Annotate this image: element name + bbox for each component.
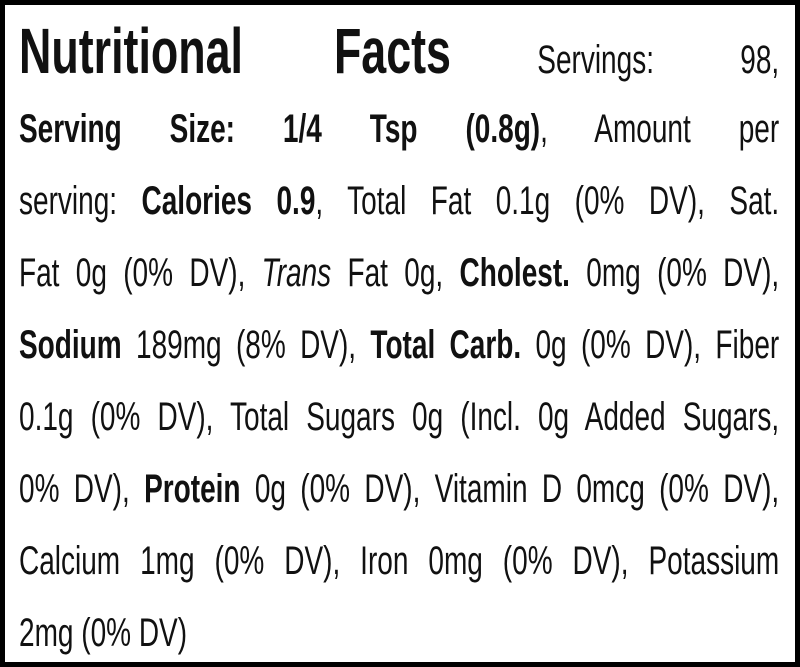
text: , Amount per <box>540 107 780 151</box>
text: , Total Fat 0.1g (0% DV), Sat. <box>315 179 780 223</box>
line: 0% DV), Protein 0g (0% DV), Vitamin D 0m… <box>19 453 779 525</box>
line: Nutritional Facts Servings: 98, <box>19 9 779 93</box>
text: Calcium 1mg (0% DV), Iron 0mg (0% DV), P… <box>19 539 780 583</box>
text: 2mg (0% DV) <box>19 611 188 655</box>
title: Nutritional Facts <box>19 15 451 87</box>
line: Calcium 1mg (0% DV), Iron 0mg (0% DV), P… <box>19 525 779 597</box>
bold-text: Calories 0.9 <box>141 179 316 223</box>
text: serving: <box>19 179 142 223</box>
text: 0.1g (0% DV), Total Sugars 0g (Incl. 0g … <box>19 395 780 439</box>
label-text: Nutritional Facts Servings: 98, Serving … <box>19 9 779 662</box>
line: Fat 0g (0% DV), Trans Fat 0g, Cholest. 0… <box>19 237 779 309</box>
text: Fat 0g (0% DV), <box>19 251 262 295</box>
line: Serving Size: 1/4 Tsp (0.8g), Amount per <box>19 93 779 165</box>
text: 189mg (8% DV), <box>121 323 371 367</box>
line: serving: Calories 0.9, Total Fat 0.1g (0… <box>19 165 779 237</box>
bold-text: Serving Size: 1/4 Tsp (0.8g) <box>19 107 541 151</box>
bold-text: Cholest. <box>459 251 570 295</box>
text: 0% DV), <box>19 467 145 511</box>
text: 0mg (0% DV), <box>569 251 780 295</box>
bold-text: Total Carb. <box>370 323 522 367</box>
bold-text: Protein <box>144 467 241 511</box>
text: Servings: 98, <box>450 38 780 82</box>
text: 0g (0% DV), Fiber <box>521 323 780 367</box>
line: 0.1g (0% DV), Total Sugars 0g (Incl. 0g … <box>19 381 779 453</box>
bold-text: Sodium <box>19 323 122 367</box>
line: 2mg (0% DV) <box>19 597 779 662</box>
text: 0g (0% DV), Vitamin D 0mcg (0% DV), <box>240 467 780 511</box>
text: Fat 0g, <box>331 251 460 295</box>
line: Sodium 189mg (8% DV), Total Carb. 0g (0%… <box>19 309 779 381</box>
italic-text: Trans <box>261 251 332 295</box>
